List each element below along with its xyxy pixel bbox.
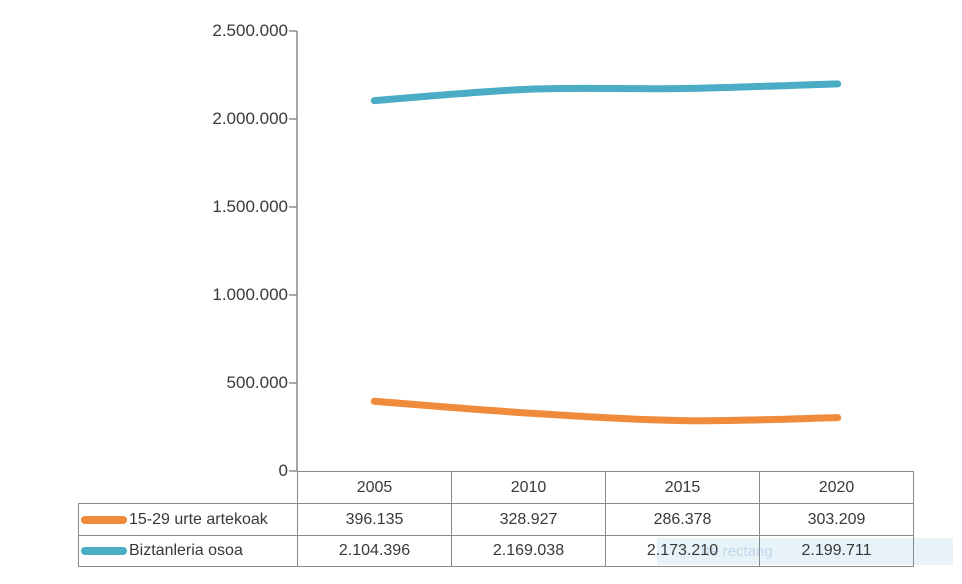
table-header-row: 2005 2010 2015 2020 [79, 471, 914, 504]
chart-data-table: 2005 2010 2015 2020 15-29 urte artekoak … [78, 471, 914, 567]
column-header-year: 2020 [759, 471, 914, 504]
y-axis [289, 30, 298, 472]
series-name: Biztanleria osoa [129, 542, 243, 559]
table-cell: 2.199.711 [759, 535, 914, 567]
series-line-0 [370, 397, 842, 425]
legend-marker-orange-line-icon [81, 515, 127, 524]
legend-cell: Biztanleria osoa [78, 535, 298, 567]
chart-series [370, 80, 842, 425]
table-cell: 303.209 [759, 503, 914, 536]
y-tick-label: 2.500.000 [212, 21, 288, 40]
table-cell: 286.378 [605, 503, 760, 536]
series-line-1 [370, 80, 842, 105]
series-name: 15-29 urte artekoak [129, 510, 268, 528]
table-row: Biztanleria osoa 2.104.396 2.169.038 2.1… [78, 535, 914, 567]
y-tick-label: 500.000 [226, 373, 288, 392]
y-tick-label: 2.000.000 [212, 109, 288, 128]
table-row: 15-29 urte artekoak 396.135 328.927 286.… [78, 503, 914, 536]
table-cell: 328.927 [451, 503, 606, 536]
table-cell: 2.169.038 [451, 535, 606, 567]
legend-marker-teal-line-icon [81, 547, 127, 555]
y-tick-label: 0 [278, 461, 288, 480]
table-corner-blank [79, 472, 298, 504]
column-header-year: 2010 [451, 471, 606, 504]
y-tick-label: 1.500.000 [212, 197, 288, 216]
table-cell: 396.135 [297, 503, 452, 536]
y-tick-label: 1.000.000 [212, 285, 288, 304]
column-header-year: 2015 [605, 471, 760, 504]
column-header-year: 2005 [297, 471, 452, 504]
table-cell: 2.104.396 [297, 535, 452, 567]
legend-cell: 15-29 urte artekoak [78, 503, 298, 536]
table-cell: 2.173.210 [605, 535, 760, 567]
